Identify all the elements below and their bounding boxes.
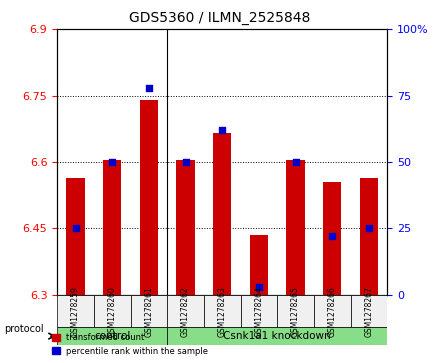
Bar xyxy=(176,160,194,295)
Bar xyxy=(213,133,231,295)
FancyBboxPatch shape xyxy=(131,295,167,327)
Text: control: control xyxy=(94,331,130,341)
Text: GDS5360 / ILMN_2525848: GDS5360 / ILMN_2525848 xyxy=(129,11,311,25)
Text: GSM1278264: GSM1278264 xyxy=(254,286,264,337)
Bar xyxy=(103,160,121,295)
Bar xyxy=(66,178,85,295)
Bar xyxy=(140,100,158,295)
Point xyxy=(72,225,79,231)
FancyBboxPatch shape xyxy=(57,295,94,327)
Point xyxy=(219,127,226,133)
Text: GSM1278262: GSM1278262 xyxy=(181,286,190,337)
Text: GSM1278267: GSM1278267 xyxy=(364,286,374,337)
Point xyxy=(292,159,299,165)
Text: GSM1278259: GSM1278259 xyxy=(71,286,80,337)
FancyBboxPatch shape xyxy=(57,327,167,345)
Point xyxy=(329,233,336,239)
Legend: transformed count, percentile rank within the sample: transformed count, percentile rank withi… xyxy=(48,330,212,359)
Point xyxy=(182,159,189,165)
Point xyxy=(365,225,372,231)
Bar xyxy=(360,178,378,295)
Bar xyxy=(323,182,341,295)
Text: GSM1278263: GSM1278263 xyxy=(218,286,227,337)
FancyBboxPatch shape xyxy=(241,295,277,327)
Text: GSM1278260: GSM1278260 xyxy=(108,286,117,337)
Bar xyxy=(286,160,305,295)
FancyBboxPatch shape xyxy=(167,295,204,327)
FancyBboxPatch shape xyxy=(351,295,387,327)
FancyBboxPatch shape xyxy=(204,295,241,327)
FancyBboxPatch shape xyxy=(167,327,387,345)
Point xyxy=(109,159,116,165)
Text: GSM1278261: GSM1278261 xyxy=(144,286,154,337)
FancyBboxPatch shape xyxy=(314,295,351,327)
Text: GSM1278266: GSM1278266 xyxy=(328,286,337,337)
Point xyxy=(145,85,152,90)
Point xyxy=(255,284,262,290)
Text: protocol: protocol xyxy=(4,323,44,334)
Text: GSM1278265: GSM1278265 xyxy=(291,286,300,337)
Text: Csnk1a1 knockdown: Csnk1a1 knockdown xyxy=(224,331,331,341)
Bar xyxy=(250,235,268,295)
FancyBboxPatch shape xyxy=(277,295,314,327)
FancyBboxPatch shape xyxy=(94,295,131,327)
